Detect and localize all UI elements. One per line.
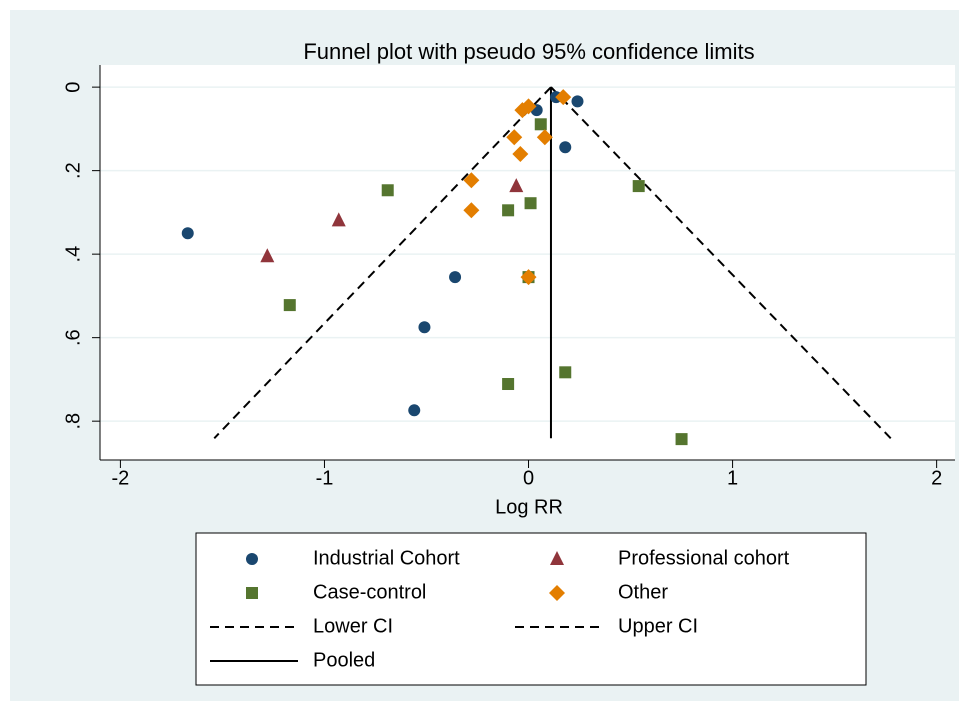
y-tick-label: .2 (62, 162, 84, 179)
point (463, 202, 480, 219)
legend-box (195, 532, 867, 686)
legend-marker (246, 587, 258, 599)
point (520, 98, 537, 115)
legend-marker (549, 585, 565, 601)
point (502, 378, 515, 391)
point (381, 184, 394, 197)
point (506, 129, 523, 146)
point (534, 118, 547, 131)
legend-label: Industrial Cohort (313, 547, 460, 569)
legend-marker (550, 551, 564, 565)
legend-label: Pooled (313, 649, 375, 671)
legend-label: Professional cohort (618, 547, 790, 569)
point (331, 212, 346, 227)
point (675, 433, 688, 446)
legend-label: Lower CI (313, 615, 393, 637)
x-tick-label: -1 (316, 467, 334, 489)
plot-area (100, 65, 955, 460)
point (509, 178, 524, 193)
point (260, 248, 275, 263)
legend-label: Case-control (313, 581, 426, 603)
x-tick-label: 2 (931, 467, 942, 489)
ci-line (550, 86, 892, 439)
point (418, 321, 431, 334)
legend-marker (246, 553, 258, 565)
x-axis-label: Log RR (495, 496, 563, 518)
x-tick-label: 0 (523, 467, 534, 489)
point (559, 366, 572, 379)
point (536, 129, 553, 146)
y-tick-label: 0 (62, 82, 84, 93)
point (283, 299, 296, 312)
point (181, 227, 194, 240)
point (512, 145, 529, 162)
x-tick-label: -2 (112, 467, 130, 489)
point (463, 172, 480, 189)
y-tick-label: .6 (62, 329, 84, 346)
point (408, 404, 421, 417)
point (559, 141, 572, 154)
ci-line (213, 86, 552, 439)
point (555, 89, 572, 106)
legend-label: Upper CI (618, 615, 698, 637)
point (520, 269, 537, 286)
point (632, 180, 645, 193)
chart-title: Funnel plot with pseudo 95% confidence l… (303, 39, 754, 64)
point (502, 204, 515, 217)
point (571, 95, 584, 108)
legend-label: Other (618, 581, 668, 603)
y-tick-label: .8 (62, 413, 84, 430)
x-tick-label: 1 (727, 467, 738, 489)
point (524, 197, 537, 210)
point (449, 271, 462, 284)
y-tick-label: .4 (62, 246, 84, 263)
